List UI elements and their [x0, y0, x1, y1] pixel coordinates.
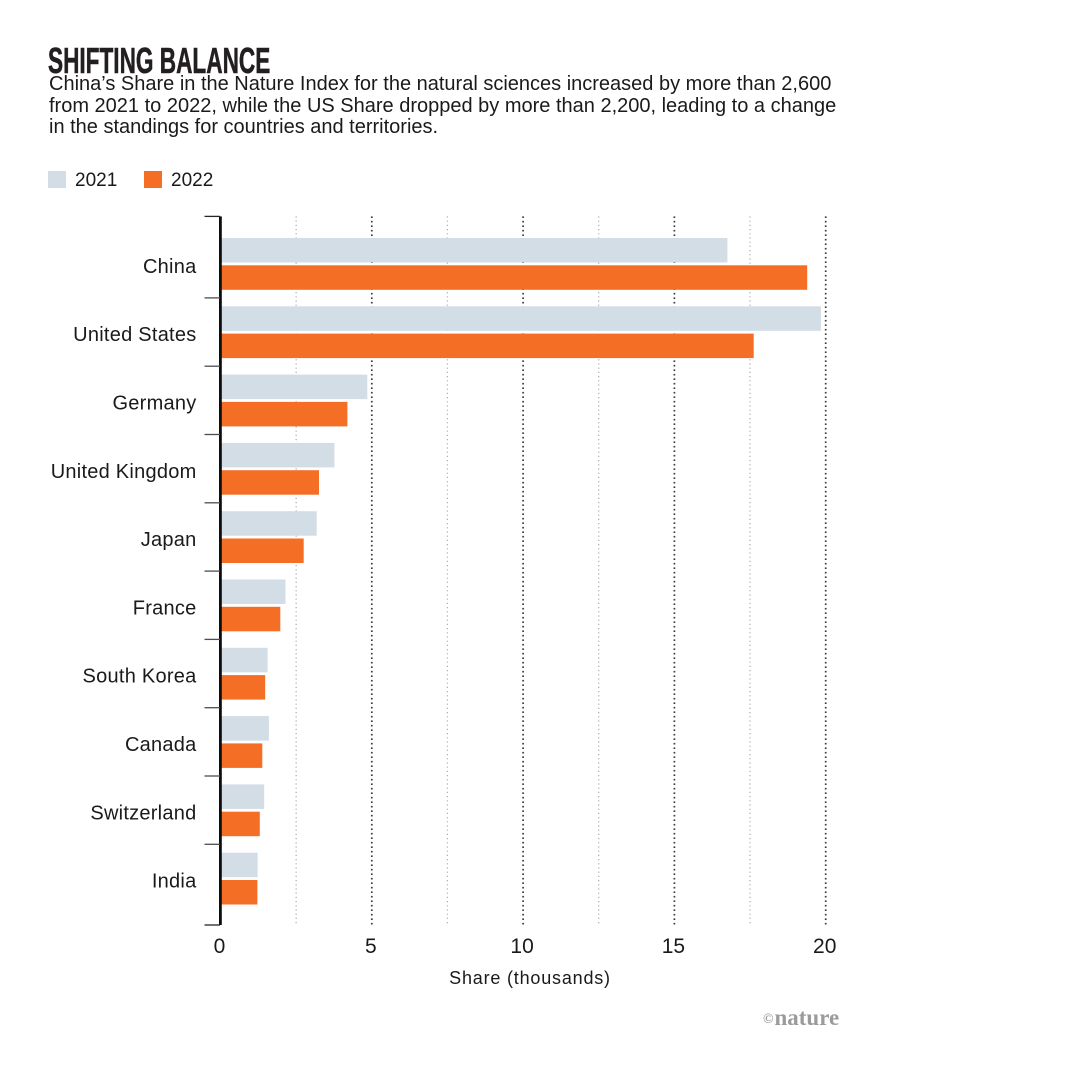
svg-text:India: India: [152, 871, 197, 893]
svg-text:Germany: Germany: [113, 393, 197, 415]
svg-text:15: 15: [662, 935, 685, 958]
svg-text:France: France: [133, 597, 197, 619]
svg-text:Share (thousands): Share (thousands): [449, 968, 611, 988]
svg-text:Japan: Japan: [141, 529, 197, 551]
svg-text:20: 20: [813, 935, 836, 958]
svg-text:Switzerland: Switzerland: [90, 802, 196, 824]
svg-text:United Kingdom: United Kingdom: [51, 461, 197, 483]
svg-text:United States: United States: [73, 324, 196, 346]
svg-text:10: 10: [510, 935, 533, 958]
svg-text:Canada: Canada: [125, 734, 197, 756]
svg-text:South Korea: South Korea: [83, 666, 198, 688]
svg-text:China: China: [143, 256, 197, 278]
svg-text:5: 5: [365, 935, 377, 958]
svg-text:0: 0: [214, 935, 226, 958]
